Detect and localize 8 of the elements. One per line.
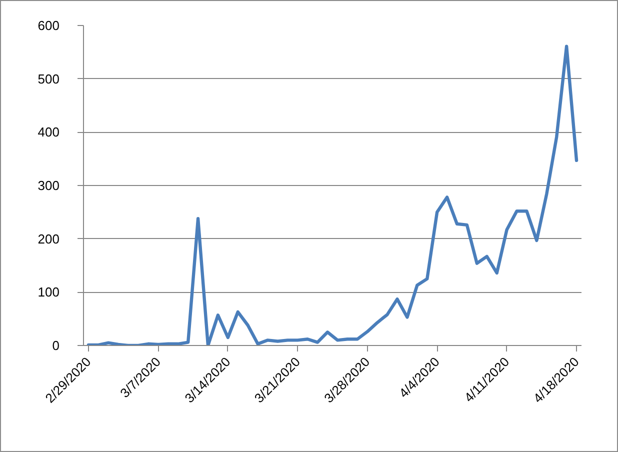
y-tick-label: 300 (38, 178, 60, 193)
line-series (86, 44, 578, 346)
y-tick-label: 600 (38, 18, 60, 33)
y-tick-label: 200 (38, 231, 60, 246)
y-tick-label: 0 (52, 338, 60, 353)
y-tick-label: 100 (38, 284, 60, 300)
y-tick-label: 500 (38, 71, 60, 86)
y-tick-label: 400 (38, 124, 60, 140)
